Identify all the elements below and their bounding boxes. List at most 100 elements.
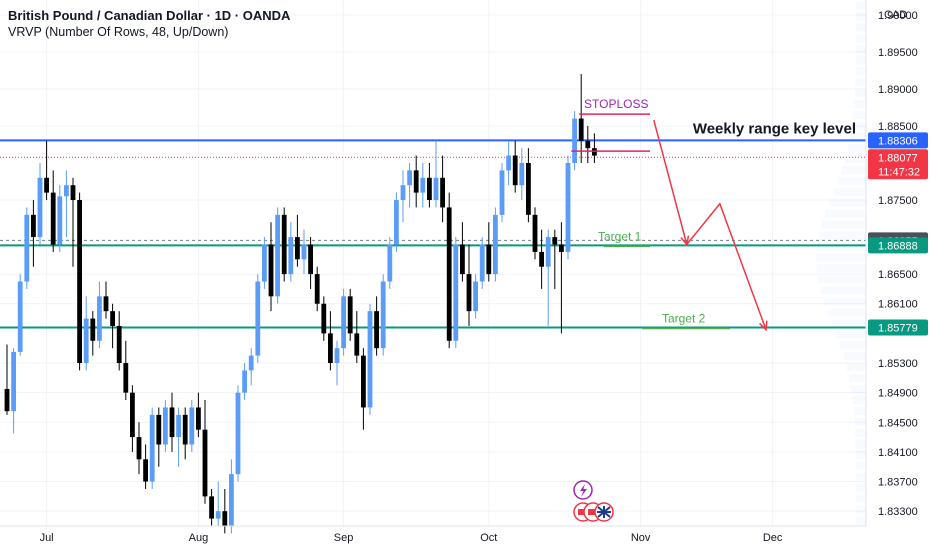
candle-body [308, 244, 313, 275]
symbol-title[interactable]: British Pound / Canadian Dollar · 1D · O… [8, 8, 291, 23]
candle-body [288, 237, 294, 275]
currency-label[interactable]: CAD [884, 9, 908, 21]
time-axis[interactable]: Jul Aug Sep Oct Nov Dec [40, 532, 783, 544]
candle-body [149, 414, 155, 482]
y-tick-label: 1.88500 [878, 121, 918, 133]
candle-body [77, 200, 82, 364]
volume-profile-bar [840, 341, 866, 350]
volume-profile-bar [855, 505, 866, 514]
x-tick-label: Nov [631, 532, 651, 544]
candle-body [64, 185, 69, 197]
x-tick-label: Oct [480, 532, 497, 544]
candle-body [427, 177, 432, 201]
price-axis[interactable]: 1.90000 1.89500 1.89000 1.88500 1.87500 1.865… [868, 10, 928, 518]
candle-body [367, 311, 373, 408]
candle-body [229, 474, 234, 526]
candle-body [301, 244, 307, 260]
candle-body [407, 170, 412, 186]
candle-body [44, 177, 49, 193]
candle-body [17, 281, 23, 352]
price-label-text: 1.85779 [878, 323, 918, 335]
volume-profile-bar [849, 374, 866, 383]
volume-profile-bar [829, 198, 866, 207]
volume-profile-bar [844, 154, 866, 163]
candle-body [156, 414, 162, 445]
candle-body [486, 244, 492, 275]
candle-body [526, 162, 531, 215]
candle-body [585, 140, 591, 149]
candle-body [578, 118, 584, 141]
candle-body [354, 333, 360, 356]
volume-profile-bar [816, 253, 866, 262]
y-tick-label: 1.85300 [878, 358, 918, 370]
y-tick-label: 1.84500 [878, 417, 918, 429]
volume-profile-bar [816, 264, 866, 273]
candle-body [70, 185, 76, 201]
countdown-text: 11:47:32 [878, 166, 920, 178]
price-label-text: 1.88077 [878, 152, 918, 164]
target-1-label: Target 1 [598, 229, 642, 243]
candle-body [275, 214, 280, 297]
candle-body [222, 511, 228, 526]
indicator-label[interactable]: VRVP (Number Of Rows, 48, Up/Down) [8, 25, 229, 39]
candle-body [248, 355, 254, 371]
volume-profile-bar [836, 330, 866, 339]
x-tick-label: Dec [763, 532, 783, 544]
candle-body [103, 296, 109, 312]
candle-body [440, 177, 445, 208]
candle-body [512, 155, 518, 186]
candle-body [552, 237, 558, 245]
plot-area[interactable] [0, 0, 866, 526]
volume-profile-bar [837, 176, 866, 185]
x-tick-label: Jul [40, 532, 54, 544]
candle-body [314, 274, 320, 304]
canada-flag-glyph-2 [588, 509, 598, 515]
y-tick-label: 1.84900 [878, 388, 918, 400]
price-label-bg [868, 319, 928, 336]
volume-profile-bar [855, 516, 866, 525]
candle-body [539, 251, 544, 267]
price-label-bg [868, 132, 928, 149]
volume-profile-bar [855, 56, 866, 65]
volume-profile-bar [827, 308, 866, 317]
candle-body [446, 207, 452, 341]
candle-body [328, 333, 333, 364]
candle-body [387, 244, 393, 282]
volume-profile-bar [818, 275, 866, 284]
y-tick-label: 1.86500 [878, 269, 918, 281]
y-tick-label: 1.83300 [878, 506, 918, 518]
projection-path [653, 119, 767, 330]
candle-body [255, 281, 261, 356]
candle-body [374, 311, 379, 349]
candles [4, 74, 597, 534]
candle-body [473, 281, 478, 312]
candle-body [189, 407, 195, 445]
volume-profile-bar [855, 428, 866, 437]
candle-body [532, 214, 538, 252]
candle-body [143, 459, 148, 482]
candle-body [130, 392, 135, 438]
target-2-label: Target 2 [662, 312, 706, 326]
volume-profile-bar [855, 439, 866, 448]
currency-badges[interactable] [573, 480, 614, 522]
volume-profile-bar [854, 89, 866, 98]
volume-profile-bar [820, 286, 866, 295]
canada-flag-glyph [578, 509, 588, 515]
candle-body [83, 318, 89, 364]
candle-body [163, 407, 168, 445]
candle-body [24, 214, 30, 282]
candle-body [321, 303, 327, 334]
candle-body [341, 296, 346, 349]
volume-profile-bar [855, 494, 866, 503]
candle-body [400, 185, 406, 201]
volume-profile-bar [855, 12, 866, 21]
volume-profile-bar [855, 34, 866, 43]
candle-body [202, 429, 208, 497]
candle-body [136, 437, 142, 460]
candle-body [123, 363, 129, 393]
volume-profile-bar [855, 483, 866, 492]
candle-body [196, 407, 201, 430]
candle-body [545, 237, 551, 267]
candle-body [559, 244, 564, 252]
